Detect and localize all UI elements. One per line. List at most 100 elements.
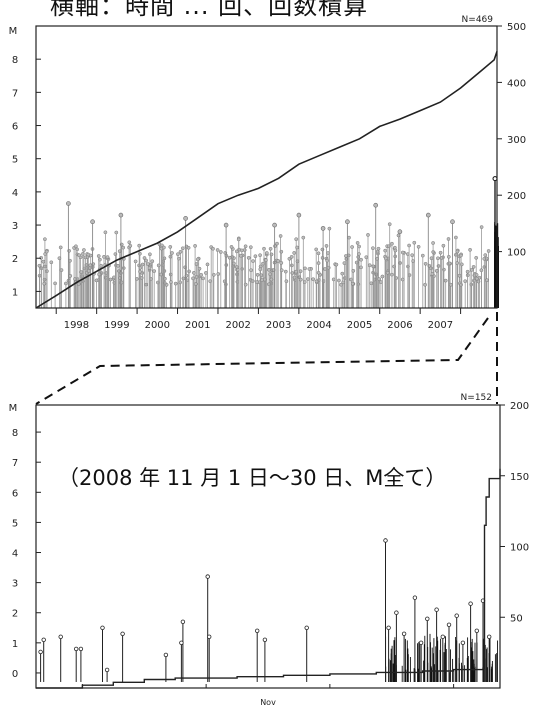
chart2-event-head (440, 634, 445, 639)
chart2-y-left-tick: 3 (12, 579, 18, 590)
chart1-event-head (359, 265, 363, 270)
chart1-event-head (76, 282, 81, 286)
chart1-event-head (314, 247, 319, 252)
chart2-event-head (179, 640, 184, 645)
chart1-event-head (374, 272, 379, 277)
chart1-y-left-tick: 6 (12, 122, 18, 133)
chart1-event-head (49, 260, 54, 265)
chart1-event-head (258, 267, 263, 272)
chart2-y-left-tick: 4 (12, 549, 18, 560)
chart1-event-head (88, 263, 93, 268)
chart1-event-head (227, 255, 232, 260)
chart1-event-head (438, 250, 443, 255)
chart1-event-head (383, 256, 388, 261)
chart1-event-head (410, 253, 415, 258)
chart2-event-head (38, 649, 43, 655)
chart1-event-head (150, 259, 155, 264)
chart1-event-head (289, 255, 294, 259)
chart1-event-head (479, 268, 484, 273)
chart1-event-head (137, 243, 142, 248)
chart2-event-head (468, 601, 473, 606)
chart1-event-head (436, 264, 441, 268)
chart1-event-head (387, 222, 392, 227)
chart2-y-right-tick: 200 (510, 401, 529, 412)
chart1-event-head (373, 202, 379, 208)
chart1-event-head (376, 246, 381, 251)
chart1-event-head (176, 252, 180, 257)
chart1-event-head (57, 256, 62, 261)
chart2-cumulative-line (36, 468, 501, 689)
chart1-event-head (234, 265, 239, 269)
chart1-event-head (393, 248, 398, 253)
chart2-event-head (100, 625, 105, 630)
chart1-event-head (455, 261, 460, 265)
chart1-y-right-tick: 200 (507, 191, 526, 202)
chart1-event-head (369, 281, 374, 286)
chart1-y-right-tick: 100 (507, 248, 526, 259)
chart1-event-head (390, 272, 394, 277)
chart1-event-head (90, 219, 95, 224)
chart1-event-head (316, 270, 321, 275)
chart2-event-head (474, 628, 479, 633)
chart1-event-head (387, 244, 391, 249)
chart1-event-head (474, 273, 479, 277)
chart1-event-head (74, 244, 78, 249)
chart1-event-head (267, 267, 271, 272)
chart1-event-head (156, 263, 161, 268)
chart1-y-right-tick: 300 (507, 135, 526, 146)
chart1-event-head (138, 269, 142, 274)
chart2-event-head (104, 667, 110, 673)
chart1-event-head (64, 281, 68, 286)
chart1-event-head (140, 262, 145, 267)
chart1-event-head (380, 274, 385, 279)
chart2-event-head (418, 640, 424, 645)
chart1-event-head (279, 249, 284, 254)
chart1-event-head (41, 259, 46, 264)
chart1-event-head (420, 253, 425, 258)
chart1-event-head (436, 256, 440, 261)
lower-chart-subtitle: （2008 年 11 月 1 日〜30 日、M全て） (58, 466, 447, 490)
chart1-event-head (345, 219, 350, 224)
chart2-event-head (73, 646, 79, 652)
chart1-event-head (359, 257, 363, 262)
chart1-event-head (261, 261, 265, 266)
chart1-y-left-label: M (9, 26, 18, 37)
chart2-event-head (78, 646, 84, 652)
chart1-event-head (162, 245, 166, 250)
chart1-event-head (290, 271, 295, 275)
chart1-x-tick: 2007 (428, 320, 453, 331)
chart1-event-head (268, 272, 272, 277)
chart1-event-head (471, 265, 476, 269)
chart1-event-head (486, 249, 491, 253)
chart2-y-left-tick: 8 (12, 428, 18, 439)
chart1-event-head (301, 235, 306, 240)
chart1-event-head (262, 246, 266, 251)
chart1-event-head (193, 282, 198, 286)
chart1-event-head (103, 230, 108, 235)
chart2-n-label: N=152 (461, 393, 492, 403)
chart1-event-head (377, 277, 382, 281)
chart1-event-head (168, 245, 173, 249)
chart1-event-head (463, 279, 468, 284)
chart1-event-head (468, 247, 472, 252)
chart1-event-head (66, 201, 71, 206)
chart1-event-head (295, 245, 299, 250)
chart1-event-head (205, 262, 210, 267)
chart1-event-head (264, 251, 269, 255)
chart1-y-left-tick: 1 (12, 287, 18, 298)
chart1-event-head (133, 259, 138, 264)
chart1-event-head (177, 256, 181, 261)
chart1-y-left-tick: 4 (12, 188, 18, 199)
chart2-event-head (383, 538, 388, 543)
chart1-event-head (268, 246, 273, 251)
chart1-event-head (357, 252, 361, 256)
chart1-y-right-tick: 400 (507, 78, 526, 89)
chart1-event-head (383, 248, 388, 253)
chart2-y-left-label: M (9, 403, 18, 414)
chart1-event-head (238, 253, 243, 258)
chart1-event-head (170, 251, 174, 255)
chart1-event-head (193, 244, 197, 248)
chart1-event-head (114, 230, 119, 235)
chart1-event-head (298, 269, 303, 274)
chart2-event-head (386, 625, 391, 630)
